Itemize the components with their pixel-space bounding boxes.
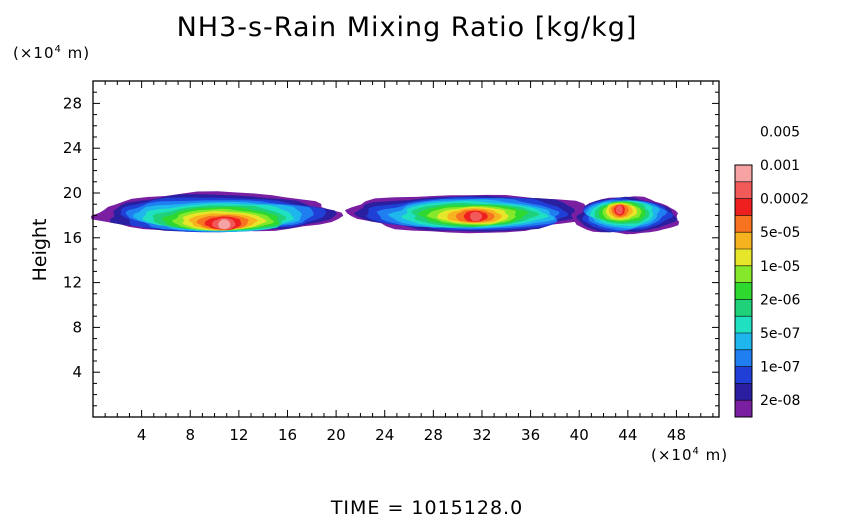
plot-frame — [92, 80, 720, 418]
y-tick-label: 28 — [63, 94, 82, 112]
x-tick-label: 36 — [521, 426, 540, 444]
colorbar-swatch — [735, 232, 752, 249]
time-label: TIME = 1015128.0 — [330, 497, 524, 519]
x-tick-label: 44 — [618, 426, 637, 444]
y-tick-label: 16 — [63, 229, 82, 247]
colorbar-frame — [734, 164, 753, 418]
y-tick-label: 20 — [63, 184, 82, 202]
x-tick-label: 48 — [667, 426, 686, 444]
field-contour — [470, 211, 482, 222]
colorbar-swatch — [735, 349, 752, 367]
y-tick-label: 4 — [72, 363, 82, 381]
field-contour — [218, 219, 231, 230]
x-tick-label: 8 — [185, 426, 195, 444]
x-tick-label: 16 — [278, 426, 297, 444]
y-tick-label: 8 — [72, 318, 82, 336]
x-tick-label: 28 — [424, 426, 443, 444]
colorbar-swatch — [735, 249, 752, 266]
colorbar-swatch — [735, 165, 752, 182]
field-region — [571, 196, 680, 235]
field-region — [91, 191, 344, 233]
colorbar-label: 5e-07 — [760, 326, 800, 342]
colorbar-swatch — [735, 299, 752, 317]
x-axis-unit: (×104 m) — [651, 446, 729, 464]
colorbar-label: 2e-08 — [760, 393, 800, 409]
x-tick-label: 12 — [229, 426, 248, 444]
colorbar-swatch — [735, 282, 752, 300]
colorbar-swatch — [735, 316, 752, 333]
y-tick-label: 24 — [63, 139, 82, 157]
colorbar-label: 0.001 — [760, 158, 800, 174]
x-tick-label: 24 — [375, 426, 394, 444]
colorbar-label: 5e-05 — [760, 225, 800, 241]
colorbar-label: 2e-06 — [760, 292, 800, 308]
mixing-ratio-field — [91, 191, 680, 235]
colorbar-swatch — [735, 181, 752, 199]
colorbar-swatch — [735, 400, 752, 417]
colorbar-label: 1e-07 — [760, 360, 800, 376]
colorbar-swatch — [735, 366, 752, 384]
colorbar-swatch — [735, 383, 752, 401]
y-axis-unit: (×104 m) — [13, 44, 91, 62]
colorbar-swatch — [735, 333, 752, 350]
field-region — [344, 194, 589, 234]
y-tick-label: 12 — [63, 274, 82, 292]
field-contour — [615, 204, 623, 215]
colorbar-label: 0.0002 — [760, 192, 809, 208]
colorbar-swatch — [735, 215, 752, 233]
colorbar: 2e-08 1e-07 5e-07 2e-06 1e-05 5e-05 0.0002 0.00… — [734, 124, 809, 418]
y-axis-label: Height — [29, 218, 51, 282]
x-tick-label: 20 — [327, 426, 346, 444]
colorbar-label: 1e-05 — [760, 259, 800, 275]
colorbar-swatch — [735, 198, 752, 216]
colorbar-label: 0.005 — [760, 124, 800, 140]
x-tick-label: 4 — [137, 426, 147, 444]
chart-title: NH3-s-Rain Mixing Ratio [kg/kg] — [176, 12, 638, 43]
x-tick-label: 32 — [472, 426, 491, 444]
colorbar-swatch — [735, 265, 752, 283]
x-tick-label: 40 — [570, 426, 589, 444]
